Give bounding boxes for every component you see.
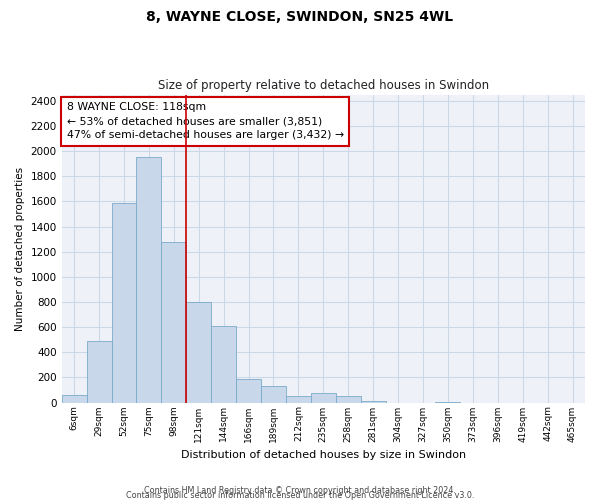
Bar (62, 395, 86, 402)
Bar (236, 380, 261, 402)
X-axis label: Distribution of detached houses by size in Swindon: Distribution of detached houses by size … (181, 450, 466, 460)
Bar (211, 326, 236, 402)
Text: 8, WAYNE CLOSE, SWINDON, SN25 4WL: 8, WAYNE CLOSE, SWINDON, SN25 4WL (146, 10, 454, 24)
Bar (161, 242, 186, 402)
Bar (86, 341, 112, 402)
Bar (311, 393, 336, 402)
Bar (136, 158, 161, 402)
Bar (261, 386, 286, 402)
Text: Contains HM Land Registry data © Crown copyright and database right 2024.: Contains HM Land Registry data © Crown c… (144, 486, 456, 495)
Bar (112, 202, 136, 402)
Y-axis label: Number of detached properties: Number of detached properties (15, 166, 25, 330)
Text: 8 WAYNE CLOSE: 118sqm
← 53% of detached houses are smaller (3,851)
47% of semi-d: 8 WAYNE CLOSE: 118sqm ← 53% of detached … (67, 102, 344, 141)
Bar (286, 396, 311, 402)
Title: Size of property relative to detached houses in Swindon: Size of property relative to detached ho… (158, 79, 489, 92)
Bar (186, 302, 211, 402)
Bar (336, 396, 361, 402)
Text: Contains public sector information licensed under the Open Government Licence v3: Contains public sector information licen… (126, 491, 474, 500)
